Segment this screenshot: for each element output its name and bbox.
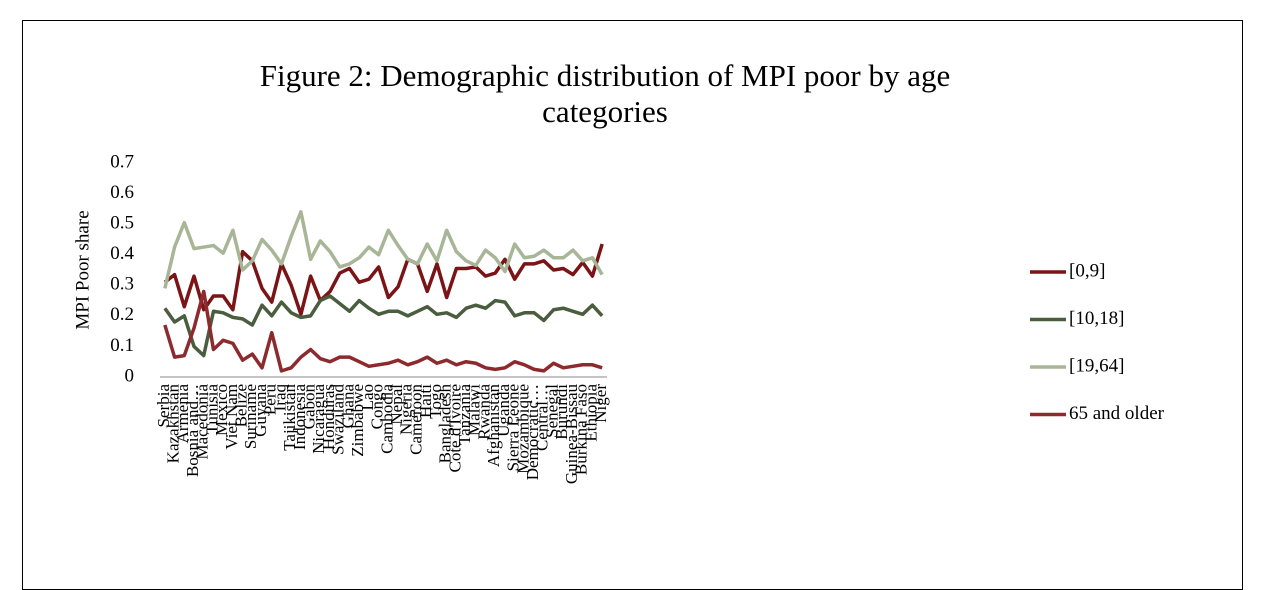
x-tick-label: Senegal — [542, 384, 561, 438]
x-tick-label: Guinea-Bissau — [562, 384, 581, 485]
x-tick-label: Sierra Leone — [504, 384, 523, 471]
legend-label: [0,9] — [1069, 260, 1105, 281]
series-line — [163, 210, 604, 289]
legend-label: 65 and older — [1069, 403, 1165, 424]
x-tick-label: Afghanistan — [484, 384, 503, 468]
y-tick-label: 0.6 — [110, 182, 134, 203]
x-tick-label: Malawi — [465, 384, 484, 436]
x-tick-label: Tanzania — [455, 384, 474, 446]
x-tick-label: Gabon — [300, 384, 319, 430]
x-tick-label: Armenia — [173, 384, 192, 444]
x-tick-label: Rwanda — [474, 384, 493, 440]
x-tick-label: Cambodia — [377, 384, 396, 454]
x-tick-label: Lao — [358, 384, 377, 410]
x-tick-label: Suriname — [241, 384, 260, 449]
series-line — [163, 294, 604, 358]
x-tick-label: Haiti — [416, 384, 435, 418]
x-tick-label: Tunisia — [202, 384, 221, 435]
x-tick-label: Mozambique — [513, 384, 532, 474]
x-tick-label: Belize — [232, 384, 251, 427]
page: {"chart_data": {"type": "line", "title":… — [22, 20, 1243, 590]
y-tick-label: 0.4 — [110, 243, 134, 264]
x-tick-label: Indonesia — [290, 384, 309, 451]
legend-label: [10,18] — [1069, 308, 1124, 329]
x-tick-label: Macedonia — [193, 384, 212, 460]
x-tick-label: Togo — [426, 384, 445, 419]
chart: MPI Poor share 0 0.1 0.2 0.3 0.4 0.5 0.6 0.7 Ser… — [72, 151, 1165, 485]
x-tick-label: Burundi — [552, 384, 571, 440]
y-tick-label: 0.5 — [110, 213, 134, 234]
x-tick-label: Mexico — [212, 384, 231, 436]
y-tick-label: 0.3 — [110, 274, 134, 295]
y-axis-label: MPI Poor share — [72, 210, 93, 329]
x-tick-label: Burkina Faso — [572, 384, 591, 475]
x-tick-label: Congo — [368, 384, 387, 429]
y-tick-label: 0.1 — [110, 335, 134, 356]
x-tick-label: Bangladesh — [436, 384, 455, 464]
x-tick-label: Serbia — [154, 384, 173, 428]
x-tick-label: Iraq — [270, 384, 289, 412]
chart-title: Figure 2: Demographic distribution of MP… — [259, 58, 951, 129]
x-tick-label: Nigeria — [397, 384, 416, 435]
x-tick-label: Guyana — [251, 384, 270, 437]
x-tick-label: Bosnia and… — [183, 384, 202, 477]
x-tick-label: Ghana — [338, 384, 357, 429]
x-tick-label: Nicaragua — [309, 384, 328, 454]
y-tick-label: 0 — [125, 365, 135, 386]
y-tick-label: 0.7 — [110, 151, 134, 172]
x-tick-label: Viet Nam — [222, 384, 241, 450]
x-tick-label: Swaziland — [329, 384, 348, 455]
x-tick-label: Cote d'Ivoire — [445, 384, 464, 473]
series-line — [163, 289, 603, 373]
legend-label: [19,64] — [1069, 355, 1124, 376]
x-tick-label: Tajikistan — [280, 384, 299, 451]
x-tick-label: Honduras — [319, 384, 338, 450]
x-tick-label: Central… — [533, 384, 552, 451]
y-tick-label: 0.2 — [110, 304, 134, 325]
x-tick-label: Cameroon — [406, 384, 425, 455]
series-line — [163, 243, 604, 317]
x-tick-label: Democratic… — [523, 384, 542, 480]
x-tick-label: Niger — [591, 384, 610, 423]
x-tick-label: Kazakhstan — [163, 384, 182, 464]
x-tick-label: Ethiopia — [581, 384, 600, 442]
x-tick-label: Uganda — [494, 384, 513, 437]
x-tick-label: Peru — [261, 384, 280, 416]
x-tick-label: Zimbabwe — [348, 384, 367, 457]
x-tick-label: Nepal — [387, 384, 406, 425]
